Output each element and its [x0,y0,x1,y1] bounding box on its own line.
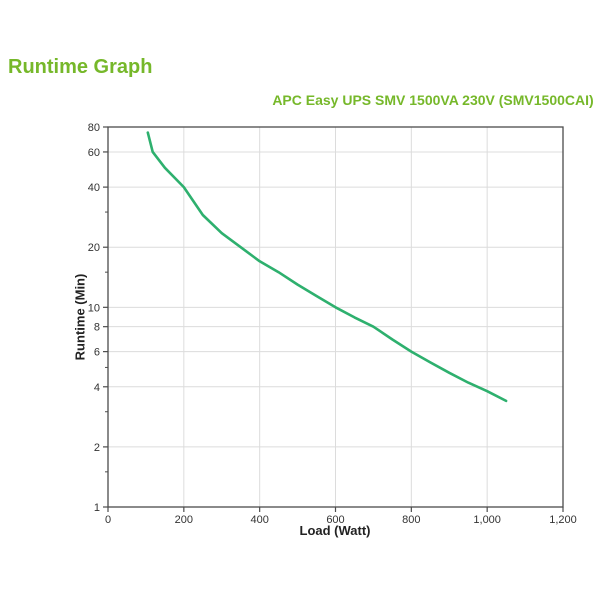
y-axis-tick-label: 20 [88,242,100,254]
x-axis-title: Load (Watt) [299,523,371,538]
y-axis-tick-label: 1 [94,502,100,514]
x-axis-tick-label: 0 [105,514,111,526]
y-axis-tick-label: 80 [88,122,100,134]
y-axis-tick-label: 2 [94,442,100,454]
x-axis-tick-label: 1,000 [473,514,501,526]
x-axis-tick-label: 800 [402,514,420,526]
x-axis-tick-label: 1,200 [549,514,577,526]
chart-title: APC Easy UPS SMV 1500VA 230V (SMV1500CAI… [272,92,594,108]
runtime-curve [146,131,508,403]
x-axis-tick-label: 400 [250,514,268,526]
y-axis-tick-label: 8 [94,322,100,334]
y-axis-tick-label: 40 [88,182,100,194]
page-title: Runtime Graph [8,56,153,78]
y-axis-tick-label: 4 [94,382,100,394]
y-axis-tick-label: 60 [88,147,100,159]
y-axis-tick-label: 10 [88,302,100,314]
y-axis-title: Runtime (Min) [72,273,88,361]
y-axis-tick-label: 6 [94,347,100,359]
x-axis-tick-label: 600 [326,514,344,526]
x-axis-tick-label: 200 [175,514,193,526]
